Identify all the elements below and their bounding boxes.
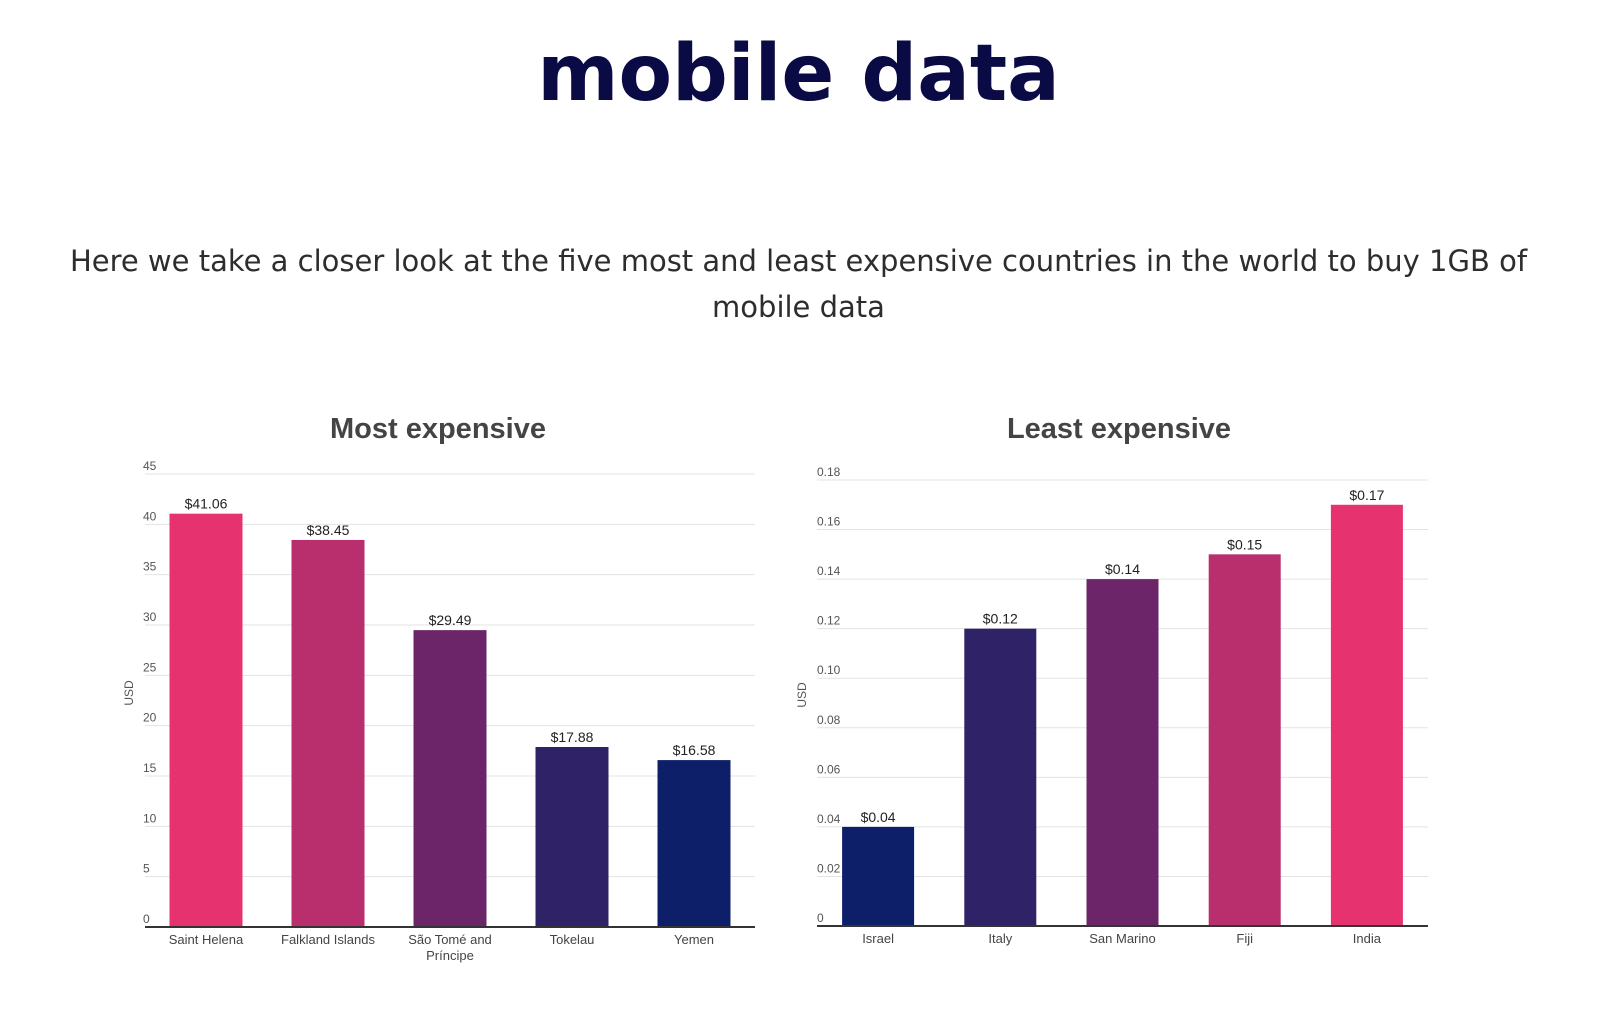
y-axis-title: USD	[122, 680, 136, 706]
bar	[842, 826, 915, 926]
bar	[964, 628, 1037, 926]
category-label: Italy	[988, 931, 1012, 946]
data-label: $17.88	[551, 729, 594, 745]
y-tick-label: 35	[143, 560, 157, 574]
y-tick-label: 0	[817, 911, 824, 925]
data-label: $0.04	[861, 809, 896, 825]
y-tick-label: 10	[143, 811, 157, 825]
y-tick-label: 0.12	[817, 614, 841, 628]
data-label: $29.49	[429, 612, 472, 628]
page-title: countries in the world for 1GB of mobile…	[0, 0, 1597, 128]
y-tick-label: 0.08	[817, 713, 841, 727]
y-tick-label: 0.18	[817, 465, 841, 479]
y-tick-label: 40	[143, 509, 157, 523]
bar	[169, 513, 243, 927]
most-expensive-chart: Most expensive 0 5 10 15 20 25 30 35 40 45 $41.06 Sa…	[122, 413, 755, 963]
data-label: $0.15	[1227, 536, 1262, 552]
y-tick-label: 0.14	[817, 564, 841, 578]
data-label: $0.14	[1105, 561, 1140, 577]
y-tick-label: 0.06	[817, 762, 841, 776]
category-label: Falkland Islands	[281, 932, 375, 947]
y-tick-label: 0.10	[817, 663, 841, 677]
bar	[657, 760, 731, 927]
bar	[291, 539, 365, 927]
page-title-line-1: countries in the world for 1GB of	[0, 0, 1597, 20]
y-tick-label: 0.16	[817, 515, 841, 529]
data-label: $38.45	[307, 522, 350, 538]
y-axis-title: USD	[795, 682, 809, 708]
category-label: India	[1353, 931, 1382, 946]
category-label: Príncipe	[426, 948, 474, 963]
data-label: $0.17	[1349, 487, 1384, 503]
bar	[535, 747, 609, 927]
y-tick-label: 5	[143, 862, 150, 876]
least-expensive-chart: Least expensive 0 0.02 0.04 0.06 0.08 0.10 0.12…	[795, 413, 1428, 946]
category-label: São Tomé and	[408, 932, 492, 947]
y-tick-label: 20	[143, 711, 157, 725]
data-label: $0.12	[983, 611, 1018, 627]
chart-title: Least expensive	[1007, 413, 1231, 445]
category-label: Israel	[862, 931, 894, 946]
category-label: Yemen	[674, 932, 714, 947]
category-label: Fiji	[1236, 931, 1253, 946]
category-label: Tokelau	[550, 932, 595, 947]
y-tick-label: 15	[143, 761, 157, 775]
y-tick-label: 25	[143, 660, 157, 674]
bar	[1208, 554, 1281, 926]
y-tick-label: 0.04	[817, 812, 841, 826]
bar	[413, 630, 487, 927]
y-tick-label: 0	[143, 912, 150, 926]
bar	[1330, 504, 1403, 926]
y-tick-label: 30	[143, 610, 157, 624]
page-title-line-2: mobile data	[537, 29, 1060, 119]
data-label: $16.58	[673, 742, 716, 758]
data-label: $41.06	[185, 496, 228, 512]
category-label: San Marino	[1089, 931, 1155, 946]
y-tick-label: 45	[143, 459, 157, 473]
chart-title: Most expensive	[330, 413, 546, 445]
category-label: Saint Helena	[169, 932, 244, 947]
bar	[1086, 579, 1159, 926]
y-tick-label: 0.02	[817, 861, 841, 875]
page-subtitle: Here we take a closer look at the five m…	[69, 244, 1528, 324]
